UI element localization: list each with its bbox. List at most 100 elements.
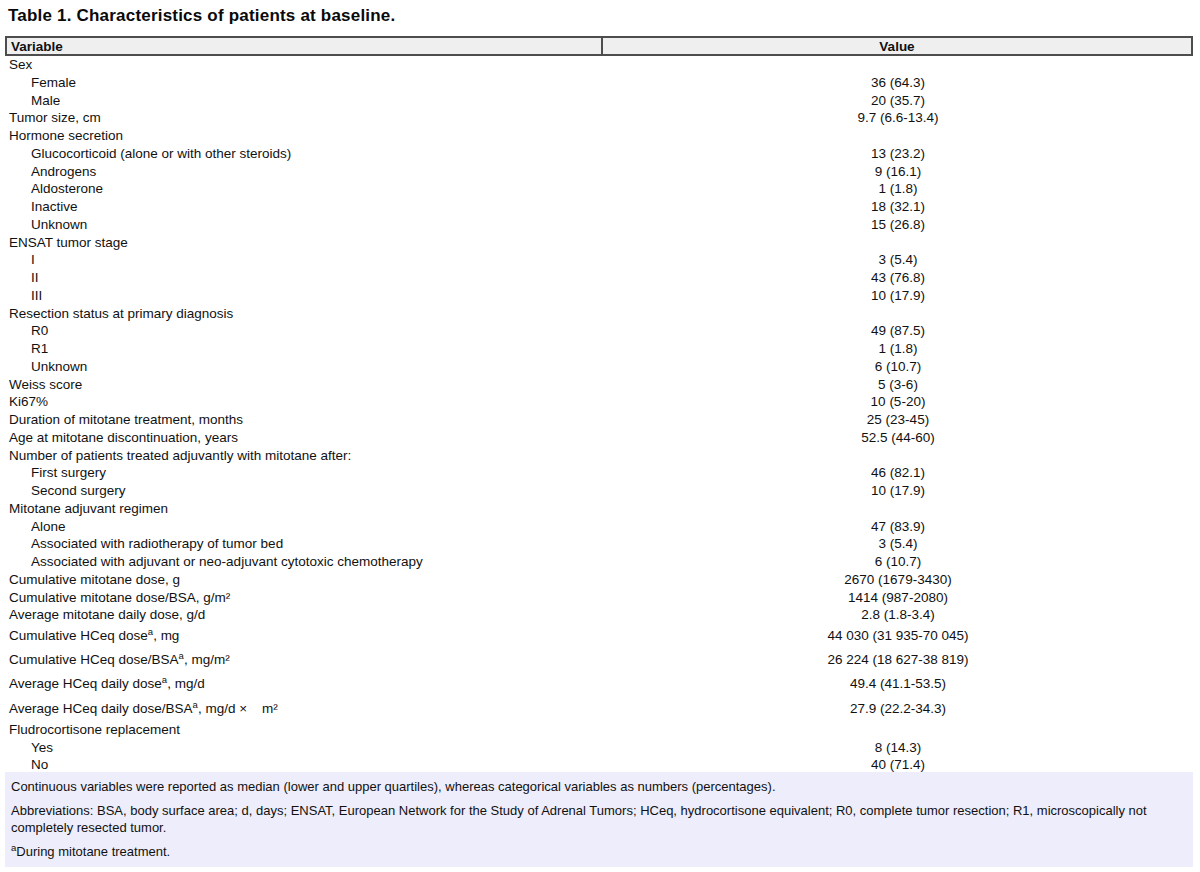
table-body: SexFemale36 (64.3)Male20 (35.7)Tumor siz… [5, 56, 1193, 774]
table-row: First surgery46 (82.1) [5, 464, 1193, 482]
table-row: Yes8 (14.3) [5, 739, 1193, 757]
value-cell: 10 (5-20) [603, 393, 1193, 411]
value-cell: 2.8 (1.8-3.4) [603, 606, 1193, 624]
variable-cell: Duration of mitotane treatment, months [5, 411, 603, 429]
table-row: Androgens9 (16.1) [5, 163, 1193, 181]
value-cell [603, 234, 1193, 252]
value-cell: 10 (17.9) [603, 287, 1193, 305]
table-row: Unknown15 (26.8) [5, 216, 1193, 234]
variable-cell: Ki67% [5, 393, 603, 411]
variable-cell: Male [5, 92, 603, 110]
variable-cell: Sex [5, 56, 603, 74]
variable-superscript: a [162, 674, 167, 685]
variable-cell: Cumulative HCeq dose/BSAa, mg/m² [5, 648, 603, 672]
value-cell [603, 447, 1193, 465]
value-cell: 26 224 (18 627-38 819) [603, 648, 1193, 672]
value-cell [603, 127, 1193, 145]
variable-cell: Unknown [5, 216, 603, 234]
table-row: Alone47 (83.9) [5, 518, 1193, 536]
value-cell: 1 (1.8) [603, 180, 1193, 198]
variable-superscript: a [148, 626, 153, 637]
value-cell: 3 (5.4) [603, 251, 1193, 269]
value-cell [603, 305, 1193, 323]
table-row: Average HCeq daily dose/BSAa, mg/d × m²2… [5, 697, 1193, 721]
footnote-during-mitotane: aDuring mitotane treatment. [11, 843, 1187, 861]
value-cell: 49.4 (41.1-53.5) [603, 672, 1193, 696]
table-row: Sex [5, 56, 1193, 74]
variable-cell: Resection status at primary diagnosis [5, 305, 603, 323]
page-title: Table 1. Characteristics of patients at … [8, 6, 395, 26]
value-cell: 2670 (1679-3430) [603, 571, 1193, 589]
variable-cell: Associated with adjuvant or neo-adjuvant… [5, 553, 603, 571]
baseline-characteristics-table: Variable Value SexFemale36 (64.3)Male20 … [5, 36, 1193, 774]
table-row: Female36 (64.3) [5, 74, 1193, 92]
variable-cell: Hormone secretion [5, 127, 603, 145]
table-row: Male20 (35.7) [5, 92, 1193, 110]
value-cell: 46 (82.1) [603, 464, 1193, 482]
value-cell: 52.5 (44-60) [603, 429, 1193, 447]
variable-cell: Average HCeq daily dose/BSAa, mg/d × m² [5, 697, 603, 721]
table-header-row: Variable Value [5, 36, 1193, 56]
variable-cell: I [5, 251, 603, 269]
table-row: Average HCeq daily dosea, mg/d49.4 (41.1… [5, 672, 1193, 696]
table-row: ENSAT tumor stage [5, 234, 1193, 252]
value-cell: 43 (76.8) [603, 269, 1193, 287]
variable-superscript: a [193, 698, 198, 709]
table-row: Cumulative mitotane dose/BSA, g/m²1414 (… [5, 589, 1193, 607]
variable-cell: Age at mitotane discontinuation, years [5, 429, 603, 447]
variable-cell: R1 [5, 340, 603, 358]
variable-cell: Associated with radiotherapy of tumor be… [5, 535, 603, 553]
variable-cell: Tumor size, cm [5, 109, 603, 127]
variable-cell: Cumulative mitotane dose, g [5, 571, 603, 589]
table-row: Glucocorticoid (alone or with other ster… [5, 145, 1193, 163]
variable-cell: Inactive [5, 198, 603, 216]
variable-cell: R0 [5, 322, 603, 340]
table-row: I3 (5.4) [5, 251, 1193, 269]
table-row: Hormone secretion [5, 127, 1193, 145]
table-row: R11 (1.8) [5, 340, 1193, 358]
footnote-during-mitotane-text: During mitotane treatment. [16, 844, 170, 859]
value-cell: 15 (26.8) [603, 216, 1193, 234]
table-row: Unknown6 (10.7) [5, 358, 1193, 376]
table-row: Cumulative mitotane dose, g2670 (1679-34… [5, 571, 1193, 589]
value-cell: 13 (23.2) [603, 145, 1193, 163]
value-cell: 44 030 (31 935-70 045) [603, 624, 1193, 648]
page: Table 1. Characteristics of patients at … [0, 0, 1200, 872]
variable-cell: II [5, 269, 603, 287]
table-row: Aldosterone1 (1.8) [5, 180, 1193, 198]
table-row: Fludrocortisone replacement [5, 721, 1193, 739]
variable-superscript: a [179, 650, 184, 661]
value-cell: 47 (83.9) [603, 518, 1193, 536]
value-cell [603, 721, 1193, 739]
value-cell: 20 (35.7) [603, 92, 1193, 110]
variable-cell: Second surgery [5, 482, 603, 500]
table-row: Associated with radiotherapy of tumor be… [5, 535, 1193, 553]
variable-cell: Fludrocortisone replacement [5, 721, 603, 739]
column-header-value: Value [601, 36, 1193, 56]
variable-cell: Yes [5, 739, 603, 757]
variable-cell: Mitotane adjuvant regimen [5, 500, 603, 518]
variable-cell: Unknown [5, 358, 603, 376]
value-cell: 27.9 (22.2-34.3) [603, 697, 1193, 721]
value-cell: 5 (3-6) [603, 376, 1193, 394]
footnote-abbreviations: Abbreviations: BSA, body surface area; d… [11, 802, 1187, 837]
table-row: Weiss score5 (3-6) [5, 376, 1193, 394]
value-cell: 25 (23-45) [603, 411, 1193, 429]
variable-cell: ENSAT tumor stage [5, 234, 603, 252]
variable-cell: Androgens [5, 163, 603, 181]
table-row: Age at mitotane discontinuation, years52… [5, 429, 1193, 447]
variable-cell: Weiss score [5, 376, 603, 394]
table-row: Cumulative HCeq dosea, mg44 030 (31 935-… [5, 624, 1193, 648]
value-cell: 6 (10.7) [603, 553, 1193, 571]
table-row: III10 (17.9) [5, 287, 1193, 305]
table-row: R049 (87.5) [5, 322, 1193, 340]
table-row: Tumor size, cm9.7 (6.6-13.4) [5, 109, 1193, 127]
variable-cell: Average mitotane daily dose, g/d [5, 606, 603, 624]
value-cell: 9.7 (6.6-13.4) [603, 109, 1193, 127]
value-cell: 49 (87.5) [603, 322, 1193, 340]
table-row: Average mitotane daily dose, g/d2.8 (1.8… [5, 606, 1193, 624]
value-cell: 9 (16.1) [603, 163, 1193, 181]
table-row: II43 (76.8) [5, 269, 1193, 287]
column-header-variable: Variable [5, 36, 603, 56]
table-footnotes: Continuous variables were reported as me… [5, 772, 1193, 867]
